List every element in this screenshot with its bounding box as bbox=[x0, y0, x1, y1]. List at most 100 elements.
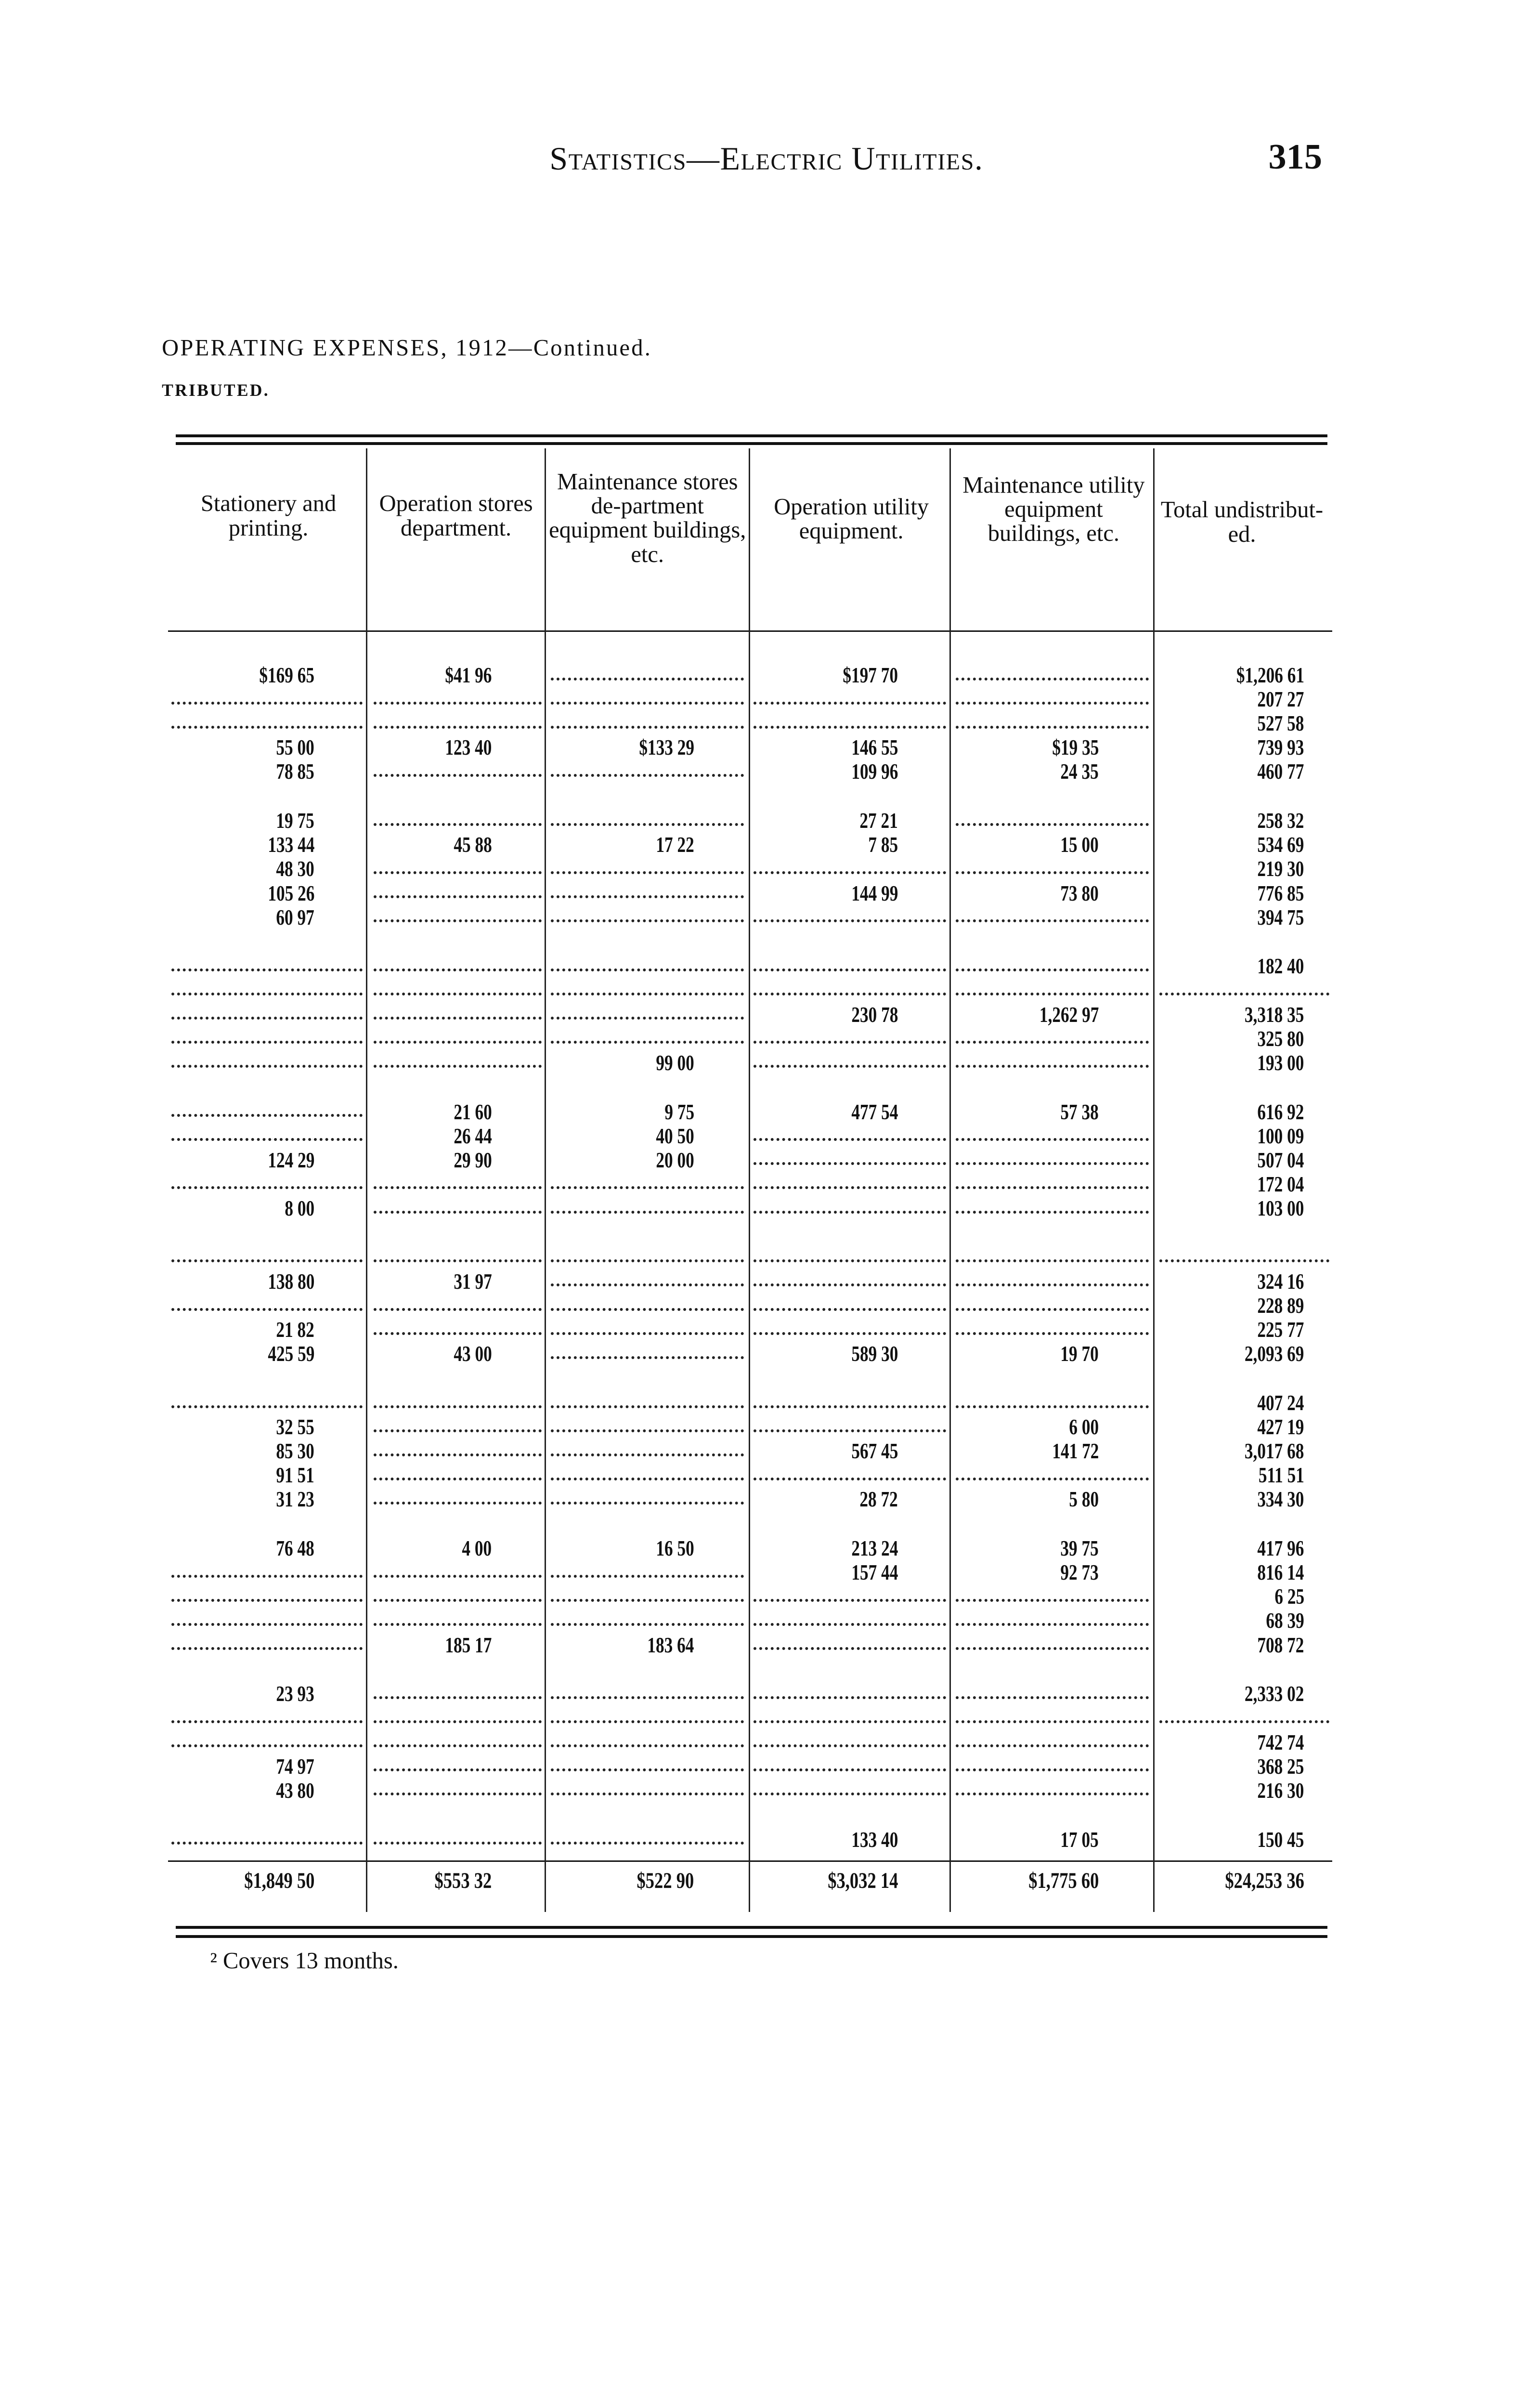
dot-leader bbox=[551, 1003, 744, 1020]
cell-value: 157 44 bbox=[851, 1560, 898, 1585]
total-value: $1,775 60 bbox=[1028, 1868, 1099, 1893]
cell-value: $197 70 bbox=[843, 663, 898, 688]
cell-value: 407 24 bbox=[1257, 1390, 1304, 1415]
cell-value: 17 05 bbox=[1060, 1827, 1099, 1852]
dot-leader bbox=[753, 1124, 947, 1141]
cell-value: 28 72 bbox=[859, 1487, 898, 1512]
dot-leader bbox=[373, 1318, 542, 1335]
total-value: $553 32 bbox=[434, 1868, 492, 1893]
cell-value: 739 93 bbox=[1257, 735, 1304, 760]
cell-value: 3,017 68 bbox=[1245, 1439, 1304, 1464]
table-row: 60 97 394 75 bbox=[168, 905, 1332, 929]
dot-leader bbox=[551, 1584, 744, 1602]
dot-leader bbox=[551, 759, 744, 777]
cell-value: 21 82 bbox=[276, 1318, 314, 1342]
cell-value: 425 59 bbox=[267, 1342, 314, 1366]
dot-leader bbox=[373, 1245, 542, 1263]
dot-leader bbox=[1159, 1706, 1329, 1723]
cell-value: 57 38 bbox=[1060, 1099, 1099, 1124]
column-header-operation-stores: Operation stores department. bbox=[379, 491, 533, 541]
dot-leader bbox=[551, 1318, 744, 1335]
table-row: 55 00 123 40 $133 29 146 55 $19 35 739 93 bbox=[168, 735, 1332, 759]
table-row: 74 97 368 25 bbox=[168, 1754, 1332, 1779]
cell-value: 216 30 bbox=[1257, 1778, 1304, 1803]
dot-leader bbox=[171, 1391, 363, 1408]
cell-value: 92 73 bbox=[1060, 1560, 1099, 1585]
column-header-total: Total undistribut-ed. bbox=[1160, 497, 1324, 547]
row-group: 23 93 2,333 02 742 74 74 97 368 25 43 80 216 3… bbox=[168, 1682, 1332, 1803]
dot-leader bbox=[753, 1051, 947, 1068]
cell-value: 73 80 bbox=[1060, 881, 1099, 905]
cell-value: 123 40 bbox=[445, 735, 492, 760]
table-row: 527 58 bbox=[168, 711, 1332, 735]
table-row: 78 85 109 96 24 35 460 77 bbox=[168, 759, 1332, 784]
dot-leader bbox=[171, 1706, 363, 1723]
dot-leader bbox=[955, 1124, 1149, 1141]
dot-leader bbox=[955, 979, 1149, 996]
dot-leader bbox=[373, 1294, 542, 1311]
dot-leader bbox=[753, 1463, 947, 1480]
cell-value: 29 90 bbox=[454, 1148, 492, 1172]
row-group: 182 40 230 78 1,262 97 3,318 35 325 80 99 00 1… bbox=[168, 954, 1332, 1075]
dot-leader bbox=[373, 1391, 542, 1408]
dot-leader bbox=[955, 1463, 1149, 1480]
cell-value: 708 72 bbox=[1257, 1633, 1304, 1657]
dot-leader bbox=[171, 711, 363, 729]
totals-rule bbox=[168, 1860, 1333, 1862]
dot-leader bbox=[373, 979, 542, 996]
dot-leader bbox=[551, 1560, 744, 1578]
dot-leader bbox=[373, 1196, 542, 1214]
dot-leader bbox=[171, 1172, 363, 1190]
dot-leader bbox=[171, 1730, 363, 1748]
cell-value: 742 74 bbox=[1257, 1730, 1304, 1754]
dot-leader bbox=[373, 1584, 542, 1602]
dot-leader bbox=[171, 1003, 363, 1020]
cell-value: 91 51 bbox=[276, 1463, 314, 1488]
dot-leader bbox=[753, 1584, 947, 1602]
cell-value: 76 48 bbox=[276, 1536, 314, 1561]
cell-value: 183 64 bbox=[647, 1633, 694, 1657]
cell-value: 32 55 bbox=[276, 1415, 314, 1440]
table-row: 325 80 bbox=[168, 1027, 1332, 1051]
cell-value: 816 14 bbox=[1257, 1560, 1304, 1585]
cell-value: 394 75 bbox=[1257, 905, 1304, 929]
page-number: 315 bbox=[1268, 137, 1322, 177]
cell-value: 460 77 bbox=[1257, 759, 1304, 784]
dot-leader bbox=[171, 687, 363, 705]
dot-leader bbox=[753, 1706, 947, 1723]
cell-value: 213 24 bbox=[851, 1536, 898, 1561]
dot-leader bbox=[373, 1172, 542, 1190]
cell-value: $169 65 bbox=[259, 663, 314, 688]
dot-leader bbox=[551, 857, 744, 874]
cell-value: 225 77 bbox=[1257, 1318, 1304, 1342]
dot-leader bbox=[753, 1391, 947, 1408]
cell-value: 2,093 69 bbox=[1245, 1342, 1304, 1366]
dot-leader bbox=[171, 1051, 363, 1068]
cell-value: 325 80 bbox=[1257, 1026, 1304, 1051]
dot-leader bbox=[955, 1633, 1149, 1650]
table-row: 6 25 bbox=[168, 1584, 1332, 1609]
column-divider bbox=[748, 448, 750, 1912]
dot-leader bbox=[373, 759, 542, 777]
table-row: 32 55 6 00 427 19 bbox=[168, 1415, 1332, 1439]
dot-leader bbox=[753, 1633, 947, 1650]
table-row: 48 30 219 30 bbox=[168, 857, 1332, 881]
table-row: 21 82 225 77 bbox=[168, 1318, 1332, 1342]
dot-leader bbox=[373, 1828, 542, 1845]
column-header-operation-utility: Operation utility equipment. bbox=[774, 494, 929, 544]
dot-leader bbox=[551, 711, 744, 729]
dot-leader bbox=[373, 1682, 542, 1699]
dot-leader bbox=[955, 1318, 1149, 1335]
dot-leader bbox=[753, 979, 947, 996]
dot-leader bbox=[551, 809, 744, 826]
top-rule bbox=[176, 434, 1328, 437]
cell-value: 133 44 bbox=[267, 833, 314, 857]
dot-leader bbox=[753, 1609, 947, 1626]
cell-value: $1,206 61 bbox=[1236, 663, 1304, 688]
dot-leader bbox=[955, 1269, 1149, 1287]
table-row: 21 60 9 75 477 54 57 38 616 92 bbox=[168, 1100, 1332, 1124]
footnote: ² Covers 13 months. bbox=[210, 1948, 399, 1974]
cell-value: 172 04 bbox=[1257, 1172, 1304, 1196]
cell-value: 417 96 bbox=[1257, 1536, 1304, 1561]
cell-value: 16 50 bbox=[656, 1536, 694, 1561]
